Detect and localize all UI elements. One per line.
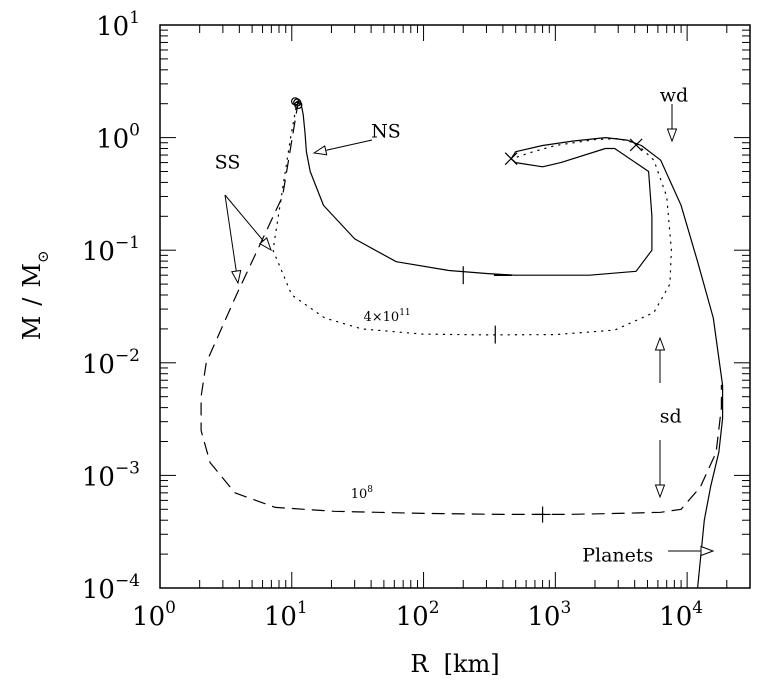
annotation-sd: sd <box>660 405 682 427</box>
arrow-planets <box>668 545 715 557</box>
x-axis-label: R [km] <box>410 650 499 678</box>
y-tick-label: 10−2 <box>82 346 140 380</box>
x-tick-labels: 100 101 102 103 104 <box>132 598 703 632</box>
arrow-sd-down <box>654 440 666 499</box>
y-axis-label-main: M <box>18 316 46 341</box>
arrow-ss-lower <box>224 194 242 285</box>
plus-marker <box>534 506 551 523</box>
x-tick-label: 104 <box>659 598 703 632</box>
arrow-ns <box>312 139 373 156</box>
dotted-curve <box>272 100 673 336</box>
arrow-sd-up <box>654 336 666 383</box>
annotation-wd: wd <box>660 84 688 106</box>
y-tick-label: 10−4 <box>82 571 140 605</box>
x-tick-label: 102 <box>396 598 440 632</box>
y-axis-label-symbol: M <box>18 263 46 288</box>
annotations-group: NS SS wd sd Planets 4×1011 108 <box>215 84 689 566</box>
curves-group <box>200 100 724 589</box>
plot-frame <box>159 24 751 589</box>
x-tick-label: 103 <box>527 598 571 632</box>
annotation-d1: 4×1011 <box>363 308 410 325</box>
x-tick-label: 101 <box>264 598 308 632</box>
x-tick-label: 100 <box>132 598 176 632</box>
y-tick-label: 100 <box>96 121 140 155</box>
axis-ticks <box>159 25 751 589</box>
annotation-arrows <box>224 104 715 557</box>
arrow-ss-upper <box>224 194 272 252</box>
annotation-planets: Planets <box>582 544 653 566</box>
cross-marker <box>504 152 518 166</box>
annotation-ss: SS <box>215 152 241 174</box>
annotation-ns: NS <box>371 121 401 143</box>
markers-group <box>291 97 643 523</box>
dashed-curve <box>200 100 723 516</box>
y-tick-label: 10−3 <box>82 458 140 492</box>
solid-curve <box>297 100 724 589</box>
y-tick-labels: 10−4 10−3 10−2 10−1 100 101 <box>82 8 140 605</box>
y-tick-label: 101 <box>96 8 140 42</box>
y-axis-label-slash: / <box>18 297 46 306</box>
annotation-d2: 108 <box>351 485 374 502</box>
circle-marker <box>294 100 303 110</box>
svg-text:M/M⊙: M/M⊙ <box>18 212 54 393</box>
y-axis-label: M/M⊙ <box>18 212 54 393</box>
cross-marker <box>629 138 643 152</box>
arrow-wd <box>666 104 678 143</box>
y-tick-label: 10−1 <box>82 233 140 267</box>
y-axis-label-sub: ⊙ <box>34 250 52 263</box>
